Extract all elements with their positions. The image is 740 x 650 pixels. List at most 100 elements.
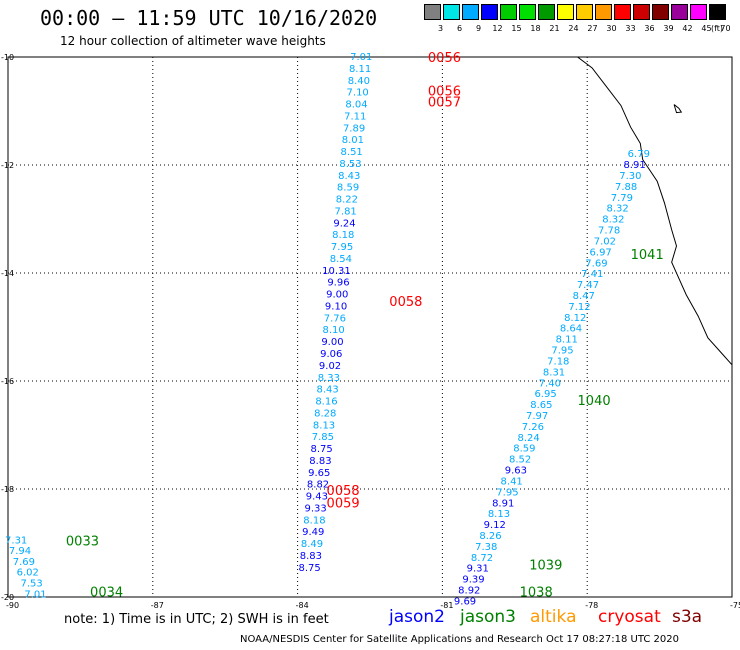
swh-value: 7.53 <box>20 579 42 590</box>
swh-value: 7.38 <box>475 542 497 553</box>
color-scale-label: 42 <box>682 24 693 33</box>
pass-time-label: 1041 <box>631 248 664 263</box>
color-scale-swatch <box>424 4 441 20</box>
legend-note: note: 1) Time is in UTC; 2) SWH is in fe… <box>64 612 329 627</box>
color-scale-swatch <box>462 4 479 20</box>
swh-value: 8.04 <box>345 100 367 111</box>
chart-title: 00:00 – 11:59 UTC 10/16/2020 <box>40 6 378 30</box>
color-scale-swatch <box>595 4 612 20</box>
swh-value: 8.26 <box>479 531 501 542</box>
island-outline <box>673 104 683 114</box>
swh-value: 8.01 <box>342 135 364 146</box>
swh-value: 7.69 <box>13 557 35 568</box>
color-scale-label: 30 <box>606 24 617 33</box>
swh-value: 9.06 <box>320 349 342 360</box>
color-scale-label: 18 <box>530 24 541 33</box>
color-scale-label: 15 <box>511 24 522 33</box>
color-scale-swatch <box>576 4 593 20</box>
x-tick-label: -75 <box>730 601 740 610</box>
swh-value: 6.97 <box>590 247 612 258</box>
swh-value: 8.16 <box>315 397 337 408</box>
swh-value: 6.79 <box>628 149 650 160</box>
color-scale-swatch <box>500 4 517 20</box>
swh-value: 9.24 <box>333 218 355 229</box>
swh-value: 8.59 <box>337 183 359 194</box>
color-scale-label: 21 <box>549 24 560 33</box>
y-tick-label: -16 <box>1 377 14 386</box>
swh-value: 8.32 <box>602 215 624 226</box>
pass-time-label: 0058 <box>327 484 360 499</box>
swh-value: 9.02 <box>319 361 341 372</box>
swh-value: 6.95 <box>534 389 556 400</box>
pass-time-label: 0056 <box>428 84 461 99</box>
color-scale-label: 45 <box>701 24 712 33</box>
color-scale-swatch <box>481 4 498 20</box>
swh-value: 9.43 <box>306 492 328 503</box>
color-scale-label: 70 <box>720 24 731 33</box>
swh-value: 8.91 <box>623 160 645 171</box>
swh-value: 8.49 <box>301 539 323 550</box>
swh-value: 7.78 <box>598 226 620 237</box>
color-scale-swatch <box>671 4 688 20</box>
swh-value: 8.11 <box>556 335 578 346</box>
legend-jason2: jason2 <box>389 607 445 627</box>
swh-value: 8.18 <box>303 515 325 526</box>
swh-value: 8.41 <box>501 476 523 487</box>
swh-value: 7.88 <box>615 182 637 193</box>
swh-value: 8.83 <box>309 456 331 467</box>
swh-value: 7.31 <box>5 535 27 546</box>
swh-value: 7.85 <box>312 432 334 443</box>
swh-value: 7.30 <box>619 171 641 182</box>
swh-value: 8.51 <box>341 147 363 158</box>
swh-value: 8.72 <box>471 553 493 564</box>
pass-time-label: 1040 <box>578 394 611 409</box>
swh-value: 7.94 <box>9 546 31 557</box>
swh-value: 10.31 <box>322 266 351 277</box>
swh-value: 7.47 <box>577 280 599 291</box>
swh-value: 8.10 <box>323 325 345 336</box>
swh-value: 8.33 <box>318 373 340 384</box>
swh-value: 8.43 <box>317 385 339 396</box>
swh-value: 7.02 <box>594 236 616 247</box>
x-tick-label: -81 <box>440 601 453 610</box>
swh-value: 8.75 <box>311 444 333 455</box>
swh-value: 8.82 <box>307 480 329 491</box>
swh-value: 8.13 <box>313 420 335 431</box>
swh-value: 7.01 <box>350 52 372 63</box>
swh-value: 8.43 <box>338 171 360 182</box>
swh-value: 8.32 <box>606 204 628 215</box>
swh-value: 8.52 <box>509 455 531 466</box>
swh-value: 8.13 <box>488 509 510 520</box>
color-scale-label: 27 <box>587 24 598 33</box>
color-scale-label: 6 <box>456 24 463 33</box>
pass-time-label: 1039 <box>529 559 562 574</box>
swh-value: 8.59 <box>513 444 535 455</box>
color-scale-swatch <box>519 4 536 20</box>
color-scale-swatch <box>652 4 669 20</box>
swh-value: 9.33 <box>305 503 327 514</box>
y-tick-label: -10 <box>1 53 14 62</box>
swh-value: 7.12 <box>568 302 590 313</box>
color-scale-swatch <box>633 4 650 20</box>
pass-time-label: 0034 <box>90 586 123 601</box>
swh-value: 7.41 <box>581 269 603 280</box>
chart-subtitle: 12 hour collection of altimeter wave hei… <box>60 34 326 48</box>
color-scale-swatch <box>557 4 574 20</box>
color-scale-label: 39 <box>663 24 674 33</box>
swh-value: 7.81 <box>335 206 357 217</box>
swh-value: 9.10 <box>325 301 347 312</box>
color-scale-label: 12 <box>492 24 503 33</box>
swh-value: 8.18 <box>332 230 354 241</box>
pass-time-label: 0056 <box>428 51 461 66</box>
x-tick-label: -90 <box>6 601 19 610</box>
x-tick-label: -84 <box>296 601 309 610</box>
pass-time-label: 0033 <box>66 534 99 549</box>
color-scale-swatch <box>690 4 707 20</box>
color-scale-label: 24 <box>568 24 579 33</box>
legend-jason3: jason3 <box>460 607 516 627</box>
color-scale-swatch <box>709 4 726 20</box>
swh-value: 7.01 <box>24 589 46 600</box>
y-tick-label: -18 <box>1 485 14 494</box>
color-scale-label: 36 <box>644 24 655 33</box>
pass-time-label: 1038 <box>520 586 553 601</box>
